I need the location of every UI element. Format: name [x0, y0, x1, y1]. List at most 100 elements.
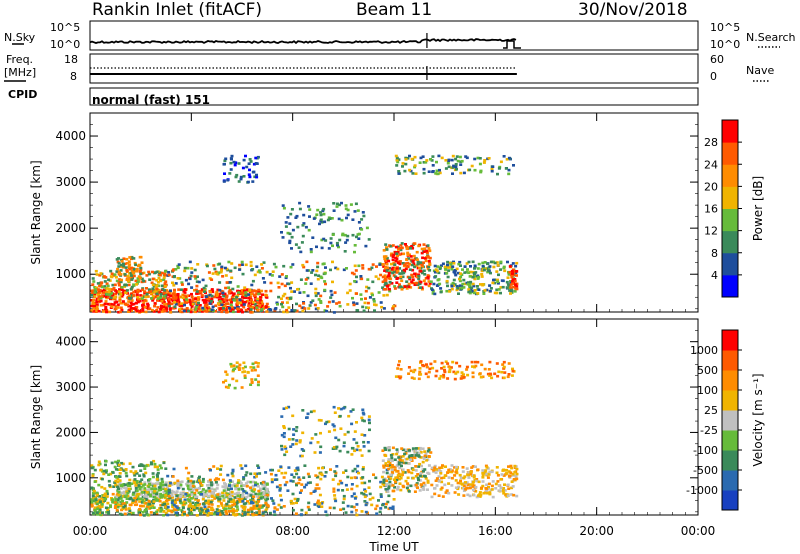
velocity-dense-low-cell-290 [252, 504, 256, 508]
power-sparse-cell-48 [329, 237, 333, 240]
power-late-edge-cell-18 [515, 285, 519, 288]
velocity-scatter-mid-cell-142 [307, 508, 311, 511]
power-storm-cell-8 [428, 256, 432, 260]
power-late-band-cell-25 [466, 268, 469, 271]
power-storm-cell-103 [410, 273, 414, 277]
velocity-late-band-cell-219 [482, 491, 486, 495]
power-late-band-cell-74 [486, 270, 490, 274]
power-blob-early-cell-52 [117, 262, 121, 265]
power-far-late-cell-68 [413, 155, 417, 159]
velocity-colorbar-swatch-8 [722, 330, 738, 351]
power-blob-early-cell-41 [130, 257, 133, 261]
velocity-scatter-mid-cell-321 [345, 488, 349, 491]
velocity-late-band-cell-6 [485, 483, 489, 487]
power-dense-low-cell-110 [247, 302, 251, 305]
velocity-storm-cell-31 [406, 484, 410, 487]
velocity-scatter-mid-cell-382 [318, 501, 322, 505]
velocity-band-mid-cell-204 [133, 481, 137, 485]
velocity-scatter-mid-cell-323 [308, 481, 312, 484]
velocity-far-late-cell-69 [481, 375, 485, 379]
velocity-scatter-mid-cell-180 [254, 507, 258, 510]
velocity-scatter-mid-cell-393 [372, 473, 375, 476]
power-scatter-mid-cell-163 [196, 263, 200, 266]
velocity-late-band-cell-181 [437, 494, 441, 497]
power-dense-low-cell-638 [180, 310, 184, 314]
velocity-far-late-cell-78 [465, 365, 469, 369]
power-band-mid-cell-7 [97, 293, 100, 297]
power-ytick-label-3: 4000 [55, 129, 86, 143]
velocity-scatter-mid-cell-390 [196, 499, 200, 502]
power-dense-low-cell-72 [161, 307, 165, 310]
velocity-storm-cell-196 [394, 476, 398, 479]
velocity-scatter-mid-cell-356 [199, 512, 202, 515]
power-ytick-label-0: 1000 [55, 267, 86, 281]
power-dense-low-cell-533 [256, 309, 260, 312]
velocity-band-mid-cell-62 [112, 485, 116, 488]
power-scatter-mid-cell-352 [350, 271, 354, 275]
power-far-early-cell-31 [252, 162, 256, 166]
power-storm-cell-256 [406, 251, 410, 255]
velocity-dense-low-cell-287 [123, 512, 127, 516]
power-blob-early-cell-40 [117, 265, 121, 268]
velocity-gray-band-cell-285 [143, 495, 147, 498]
velocity-storm-cell-23 [390, 468, 394, 472]
power-scatter-mid-cell-165 [221, 275, 225, 278]
power-sparse-cell-14 [337, 217, 341, 221]
power-scatter-mid-cell-115 [373, 309, 376, 312]
velocity-sparse-cell-17 [331, 447, 335, 450]
velocity-sparse-cell-7 [332, 405, 336, 409]
power-scatter-mid-cell-222 [304, 282, 308, 285]
power-storm-cell-3 [392, 261, 396, 265]
velocity-band-mid-cell-124 [140, 478, 144, 481]
power-scatter-mid-cell-177 [230, 276, 234, 280]
power-dense-low-cell-45 [129, 304, 133, 308]
velocity-storm-cell-159 [411, 476, 415, 480]
power-late-band-cell-214 [435, 269, 439, 273]
velocity-band-mid-cell-37 [130, 482, 134, 485]
velocity-colorbar-swatch-1 [722, 470, 738, 491]
velocity-gray-band-cell-209 [139, 486, 143, 489]
velocity-late-band-cell-32 [486, 476, 490, 479]
power-late-band-cell-236 [510, 289, 514, 292]
velocity-band-mid-cell-76 [164, 487, 168, 491]
power-late-band-cell-90 [461, 268, 464, 271]
velocity-gray-band-cell-118 [241, 492, 245, 495]
power-sparse-cell-76 [319, 213, 323, 217]
velocity-scatter-mid-cell-339 [257, 500, 261, 503]
velocity-sparse-cell-36 [280, 444, 283, 448]
power-scatter-mid-cell-360 [173, 305, 177, 309]
power-dense-low-cell-480 [138, 310, 142, 313]
velocity-scatter-mid-cell-397 [353, 497, 357, 500]
power-scatter-mid-cell-60 [366, 278, 370, 281]
velocity-gray-band-cell-217 [144, 493, 148, 496]
velocity-storm-cell-151 [405, 486, 409, 490]
power-dense-low-cell-423 [252, 294, 256, 297]
velocity-late-band-cell-233 [441, 464, 444, 467]
velocity-dense-low-cell-308 [120, 513, 124, 516]
velocity-far-late-cell-54 [452, 370, 456, 374]
velocity-dense-low-cell-262 [99, 513, 103, 516]
power-scatter-mid-cell-36 [329, 296, 333, 299]
velocity-gray-band-cell-251 [190, 493, 194, 496]
power-storm-cell-263 [419, 269, 423, 273]
freq-unit: [MHz] [4, 66, 37, 79]
velocity-gray-band-cell-172 [174, 491, 178, 495]
velocity-dense-low-cell-356 [264, 509, 268, 512]
velocity-far-late-cell-33 [409, 369, 413, 373]
velocity-scatter-mid-cell-350 [333, 470, 337, 473]
power-scatter-mid-cell-369 [225, 281, 229, 284]
xtick-label-0: 00:00 [73, 524, 108, 538]
velocity-scatter-mid-cell-316 [363, 495, 367, 499]
power-far-late-cell-88 [410, 157, 414, 161]
velocity-gray-band-cell-123 [263, 485, 267, 489]
velocity-scatter-mid-cell-330 [389, 466, 393, 469]
power-dense-low-cell-374 [200, 310, 204, 313]
velocity-late-band-cell-201 [513, 470, 517, 474]
power-far-late-cell-32 [395, 158, 399, 162]
velocity-band-mid-cell-134 [155, 478, 159, 481]
power-sparse-cell-69 [297, 246, 301, 249]
velocity-colorbar-swatch-3 [722, 430, 738, 451]
velocity-storm-cell-26 [387, 448, 391, 452]
power-dense-low-cell-263 [190, 295, 194, 299]
power-scatter-mid-cell-232 [207, 271, 211, 274]
